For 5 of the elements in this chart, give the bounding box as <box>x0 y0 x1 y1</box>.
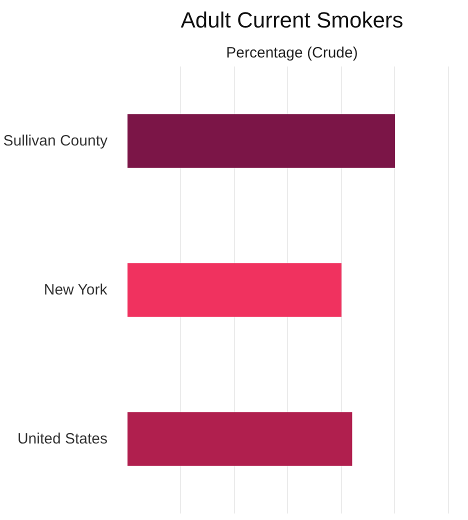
chart-title: Adult Current Smokers <box>180 8 404 32</box>
chart-subtitle: Percentage (Crude) <box>226 44 358 62</box>
y-tick-label: United States <box>17 430 108 448</box>
y-tick-label: Sullivan County <box>3 132 108 150</box>
y-tick-label: New York <box>44 282 108 298</box>
